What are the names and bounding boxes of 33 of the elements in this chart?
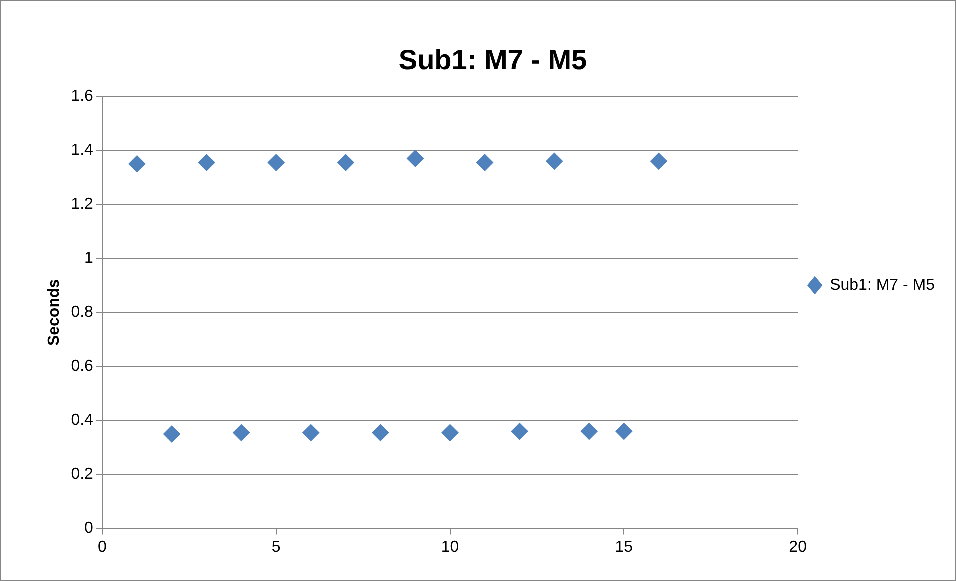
- y-tick-label: 0.6: [71, 358, 94, 376]
- y-axis-title: Seconds: [46, 279, 64, 346]
- legend-label: Sub1: M7 - M5: [830, 276, 936, 294]
- y-tick-label: 0: [84, 520, 94, 538]
- y-tick-label: 0.2: [71, 466, 94, 484]
- x-tick-label: 15: [615, 538, 634, 556]
- point: [268, 154, 285, 172]
- point: [546, 152, 564, 170]
- x-tick-label: 0: [98, 538, 107, 556]
- y-tick-label: 0.8: [71, 304, 94, 322]
- y-tick-label: 1.4: [71, 142, 94, 160]
- point: [198, 154, 216, 172]
- y-tick-label: 0.4: [71, 412, 94, 430]
- point: [128, 156, 146, 173]
- point: [580, 423, 598, 440]
- x-tick-label: 5: [272, 538, 281, 556]
- point: [372, 424, 390, 442]
- point: [650, 152, 668, 170]
- x-tick-label: 20: [789, 538, 808, 556]
- point: [337, 154, 354, 172]
- y-tick-label: 1.6: [71, 88, 94, 106]
- point: [616, 423, 633, 440]
- x-tick-label: 10: [441, 538, 460, 556]
- chart-title: Sub1: M7 - M5: [398, 44, 588, 76]
- point: [511, 423, 528, 440]
- point: [442, 424, 459, 442]
- point: [406, 150, 424, 168]
- point: [164, 426, 181, 443]
- point: [302, 424, 320, 442]
- point: [233, 424, 250, 442]
- y-tick-label: 1.2: [71, 196, 94, 214]
- y-tick-label: 1: [84, 250, 94, 268]
- point: [476, 154, 494, 172]
